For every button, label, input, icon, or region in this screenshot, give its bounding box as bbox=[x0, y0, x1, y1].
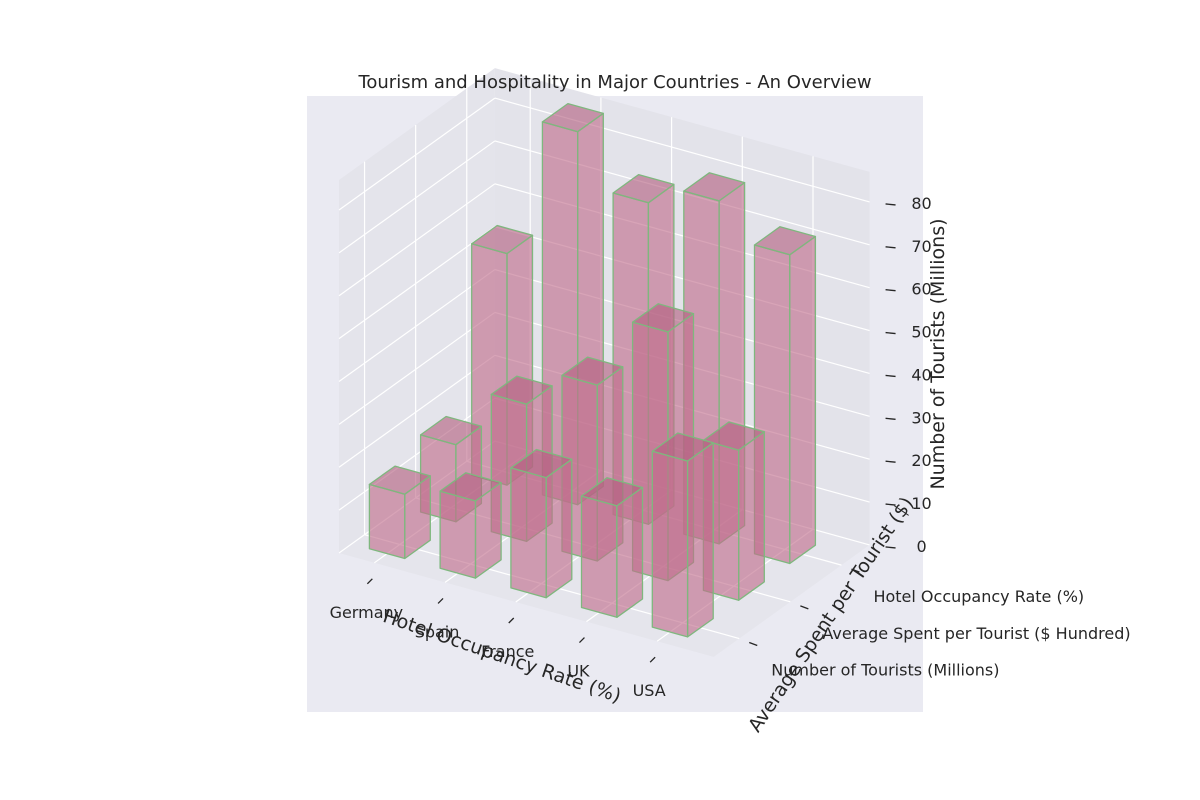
x-tick bbox=[578, 637, 585, 644]
z-tick bbox=[885, 203, 896, 206]
bar-front-face bbox=[510, 467, 547, 599]
chart-title: Tourism and Hospitality in Major Countri… bbox=[357, 72, 871, 93]
z-tick-label: 50 bbox=[911, 323, 931, 342]
bar-side-face bbox=[686, 442, 714, 638]
bar bbox=[702, 421, 765, 601]
x-tick bbox=[649, 656, 656, 663]
bar bbox=[651, 432, 714, 638]
bar-front-face bbox=[368, 483, 406, 560]
bar-side-face bbox=[738, 431, 765, 601]
y-tick-label: Number of Tourists (Millions) bbox=[771, 661, 999, 680]
z-tick-label: 10 bbox=[911, 494, 931, 513]
z-tick bbox=[885, 460, 896, 463]
z-tick bbox=[885, 503, 896, 506]
z-tick bbox=[885, 417, 896, 420]
y-tick-label: Average Spent per Tourist ($ Hundred) bbox=[822, 624, 1130, 643]
x-tick-label: UK bbox=[567, 662, 590, 681]
z-tick-label: 20 bbox=[911, 451, 931, 470]
y-tick bbox=[851, 568, 860, 573]
bars-layer bbox=[368, 102, 817, 638]
z-tick bbox=[885, 289, 896, 292]
x-tick-label: France bbox=[481, 642, 534, 661]
z-tick-label: 40 bbox=[911, 365, 931, 384]
z-tick-label: 0 bbox=[916, 537, 926, 556]
bar bbox=[510, 448, 573, 599]
x-tick-label: Spain bbox=[415, 622, 460, 641]
bar-front-face bbox=[651, 450, 689, 638]
bar-side-face bbox=[616, 486, 644, 618]
z-tick bbox=[885, 331, 896, 335]
x-tick-label: USA bbox=[633, 681, 666, 700]
x-tick bbox=[437, 597, 444, 604]
z-tick bbox=[885, 374, 896, 378]
y-tick-label: Hotel Occupancy Rate (%) bbox=[873, 587, 1084, 606]
z-tick-label: 70 bbox=[911, 237, 931, 256]
z-tick-label: 60 bbox=[911, 280, 931, 299]
bar-front-face bbox=[439, 490, 477, 579]
ticks-layer: 0 10 20 30 40 50 60 70 80 Germany Spain France UK USA… bbox=[330, 194, 1131, 700]
z-tick-label: 80 bbox=[911, 194, 931, 213]
bar-side-face bbox=[404, 475, 431, 560]
z-tick bbox=[885, 246, 896, 249]
z-axis-label: Number of Tourists (Millions) bbox=[927, 218, 949, 489]
bar bbox=[368, 465, 431, 560]
x-tick bbox=[366, 578, 373, 585]
bar bbox=[580, 477, 644, 618]
z-tick-label: 30 bbox=[911, 408, 931, 427]
bar-side-face bbox=[474, 481, 502, 579]
y-tick bbox=[749, 641, 758, 647]
bar-side-face bbox=[545, 458, 573, 599]
bar bbox=[439, 472, 502, 579]
y-tick bbox=[800, 605, 809, 610]
bar-front-face bbox=[580, 495, 618, 618]
z-tick bbox=[885, 546, 896, 549]
bar-side-face bbox=[789, 235, 817, 565]
x-tick bbox=[508, 617, 515, 624]
x-tick-label: Germany bbox=[330, 603, 404, 622]
